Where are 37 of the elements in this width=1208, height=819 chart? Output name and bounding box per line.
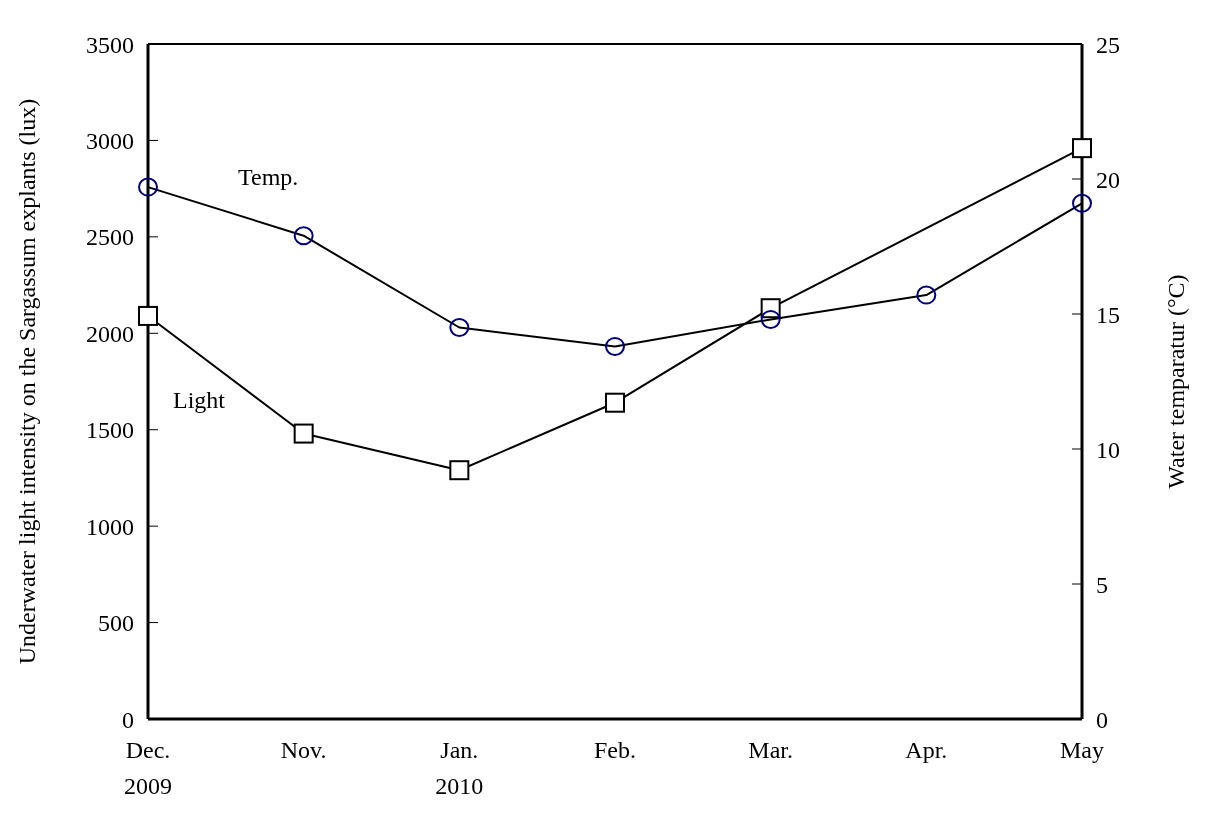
x-tick-label: Apr. (905, 737, 948, 764)
y-tick-label: 2500 (86, 224, 134, 251)
series-label: Temp. (238, 164, 299, 191)
y2-tick-label: 10 (1096, 436, 1120, 463)
y-tick-label: 1000 (86, 513, 134, 540)
y-axis-title: Underwater light intensity on the Sargassum explants (lux) (13, 98, 40, 665)
point (449, 460, 470, 481)
y-tick-label: 2000 (86, 320, 134, 347)
point (449, 318, 470, 337)
series-label: Light (173, 386, 226, 413)
y2-tick-label: 25 (1096, 31, 1120, 58)
y-tick-label: 3500 (86, 31, 134, 58)
point (138, 305, 158, 326)
point (760, 309, 781, 329)
x-tick-label: Nov. (280, 737, 327, 764)
x-tick-label: Feb. (594, 737, 636, 764)
y-tick-label: 3000 (86, 127, 134, 154)
y2-tick-label: 15 (1096, 301, 1120, 328)
y-tick-label: 0 (122, 706, 134, 733)
point (605, 336, 625, 356)
point (1072, 193, 1092, 213)
x-tick-label: Jan. 2010 (435, 737, 484, 800)
x-tick-label: Mar. (748, 737, 793, 764)
x-tick-label: Dec. 2009 (124, 737, 172, 800)
y-tick-label: 1500 (86, 417, 134, 444)
y2-tick-label: 0 (1096, 706, 1108, 733)
y2-tick-label: 20 (1096, 166, 1120, 193)
point (916, 285, 937, 305)
point (293, 423, 314, 444)
point (605, 392, 625, 413)
point (1072, 138, 1092, 159)
x-tick-label: May (1060, 737, 1104, 764)
y2-axis-title: Water temparatur (°C) (1163, 274, 1189, 489)
point (138, 177, 158, 197)
y-tick-label: 500 (98, 610, 134, 637)
point (293, 226, 314, 246)
y2-tick-label: 5 (1096, 571, 1108, 598)
